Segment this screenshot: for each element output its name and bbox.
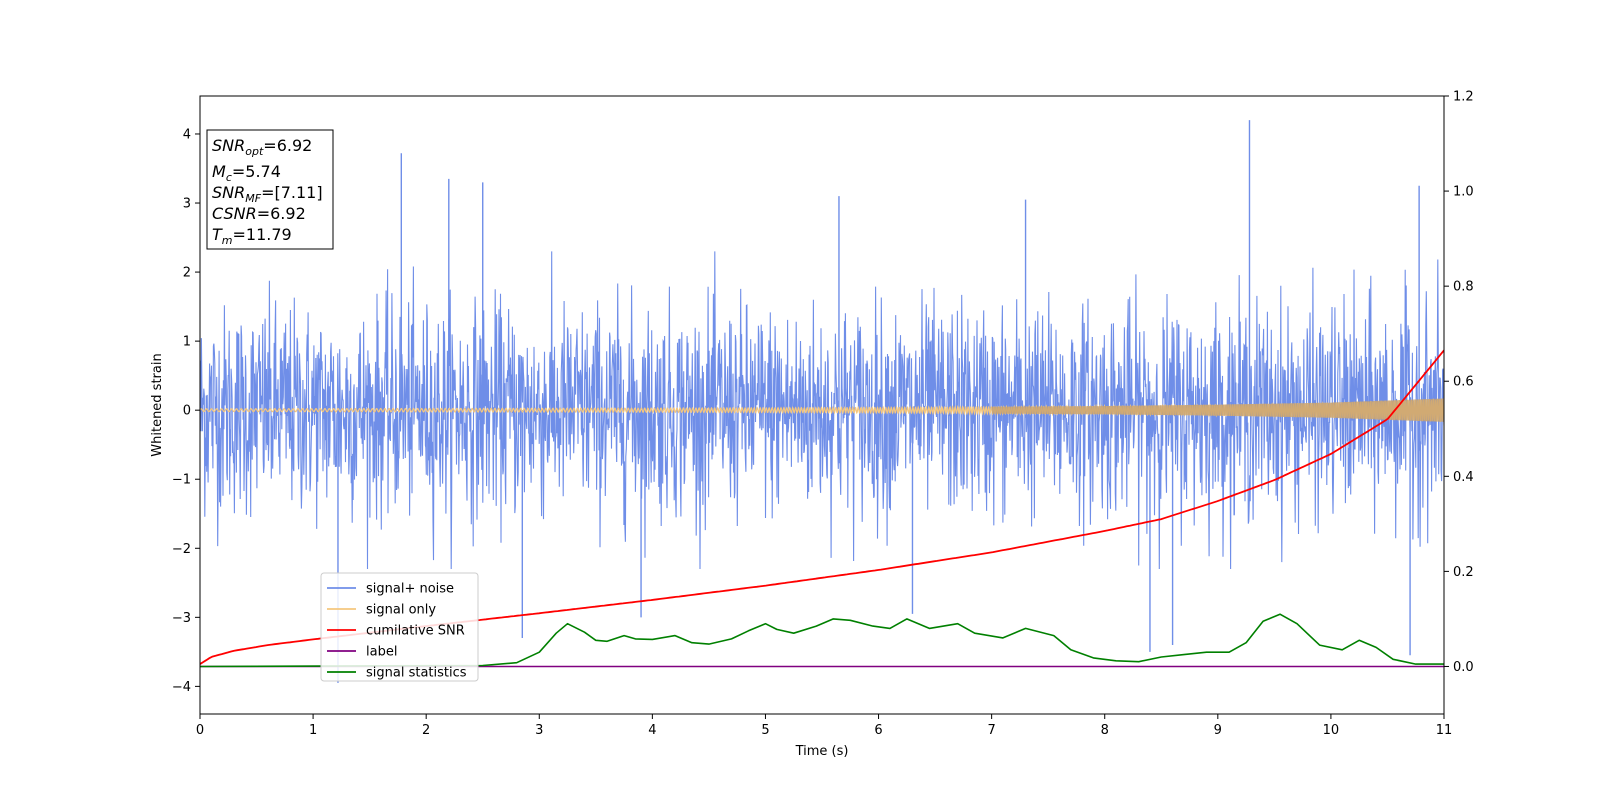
y-right-tick-label: 0.6	[1453, 375, 1474, 390]
x-tick-label: 8	[1101, 723, 1109, 738]
signal-statistics-line	[200, 613, 1444, 668]
x-tick-label: 11	[1436, 723, 1453, 738]
legend-label: cumilative SNR	[366, 624, 465, 639]
y-left-tick-label: 2	[183, 266, 191, 281]
y-right-tick-label: 0.4	[1453, 470, 1474, 485]
x-tick-label: 4	[648, 723, 656, 738]
y-right-tick-label: 0.2	[1453, 565, 1474, 580]
series-signal-noise	[200, 120, 1444, 683]
x-tick-label: 10	[1323, 723, 1340, 738]
x-tick-label: 3	[535, 723, 543, 738]
legend-frame	[320, 572, 479, 682]
legend: signal+ noise signal only cumilative SNR la…	[320, 572, 479, 682]
y-left-tick-label: −4	[172, 680, 191, 695]
info-line: Tm=11.79	[212, 225, 292, 247]
y-left-tick-label: −1	[172, 473, 191, 488]
legend-label: signal statistics	[366, 666, 467, 681]
x-tick-label: 6	[874, 723, 882, 738]
legend-label: signal+ noise	[366, 582, 454, 597]
y-right-tick-label: 1.0	[1453, 185, 1474, 200]
y-left-tick-label: 3	[183, 197, 191, 212]
x-axis-label: Time (s)	[795, 744, 849, 759]
noise-trace	[200, 251, 1444, 570]
info-line: SNRMF=[7.11]	[212, 183, 323, 205]
plot-frame	[199, 95, 1445, 715]
y-left-tick-label: −2	[172, 542, 191, 557]
info-line: CSNR=6.92	[212, 204, 306, 223]
y-left-tick-label: 0	[183, 404, 191, 419]
y-right-tick-label: 0.0	[1453, 660, 1474, 675]
x-tick-label: 0	[196, 723, 204, 738]
info-line: Mc=5.74	[212, 162, 281, 184]
x-axis: 0 1 2 3 4 5 6 7 8 9 10 11	[196, 714, 1452, 738]
y-left-tick-label: 1	[183, 335, 191, 350]
x-tick-label: 7	[987, 723, 995, 738]
signal-envelope	[991, 398, 1444, 422]
series-signal-only	[200, 398, 1444, 422]
x-tick-label: 5	[761, 723, 769, 738]
x-tick-label: 1	[309, 723, 317, 738]
y-axis-label: Whitened strain	[150, 353, 165, 456]
y-axis-left: −4 −3 −2 −1 0 1 2 3 4	[172, 127, 200, 695]
series-signal-statistics	[200, 613, 1444, 668]
y-left-tick-label: 4	[183, 127, 191, 142]
x-tick-label: 2	[422, 723, 430, 738]
y-right-tick-label: 1.2	[1453, 90, 1474, 105]
y-right-tick-label: 0.8	[1453, 280, 1474, 295]
legend-label: signal only	[366, 603, 436, 618]
legend-label: label	[366, 645, 397, 660]
x-tick-label: 9	[1214, 723, 1222, 738]
y-axis-right: 0.0 0.2 0.4 0.6 0.8 1.0 1.2	[1444, 90, 1474, 675]
y-left-tick-label: −3	[172, 611, 191, 626]
info-box-frame	[206, 129, 334, 250]
info-line: SNRopt=6.92	[212, 136, 312, 158]
